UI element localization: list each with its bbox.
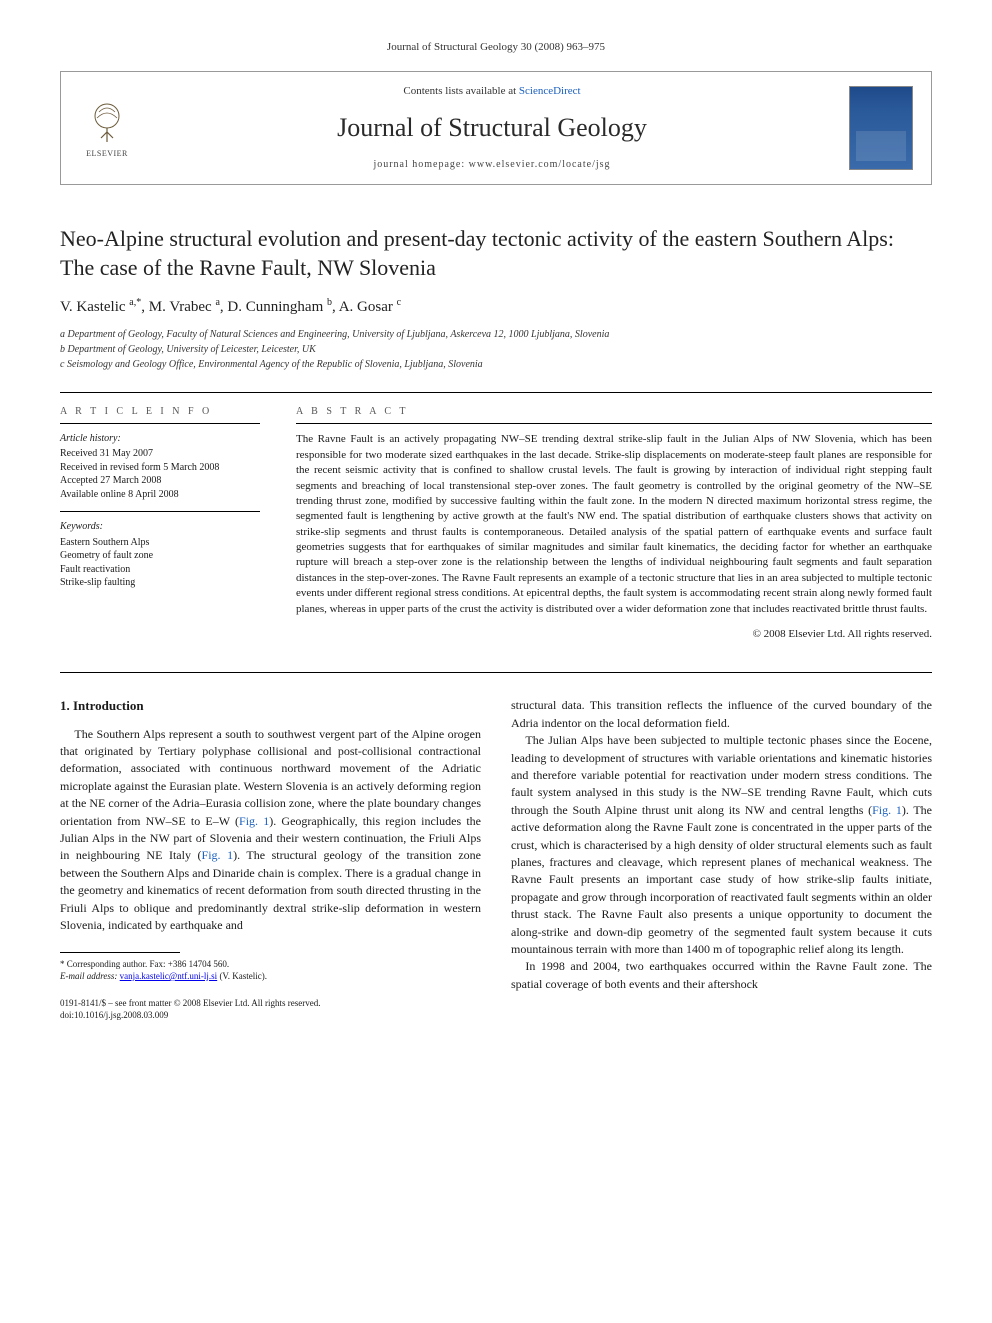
footnotes: * Corresponding author. Fax: +386 14704 … [60,959,481,982]
affiliation-a: a Department of Geology, Faculty of Natu… [60,328,932,342]
contents-line: Contents lists available at ScienceDirec… [153,84,831,99]
article-info-column: A R T I C L E I N F O Article history: R… [60,405,260,642]
keyword-1: Eastern Southern Alps [60,536,260,550]
rule-top [60,392,932,393]
body-col-left: 1. Introduction The Southern Alps repres… [60,697,481,1021]
authors-line: V. Kastelic a,*, M. Vrabec a, D. Cunning… [60,296,932,318]
body-right-p2: The Julian Alps have been subjected to m… [511,732,932,958]
keyword-4: Strike-slip faulting [60,576,260,590]
affiliation-b: b Department of Geology, University of L… [60,343,932,357]
body-left-text: The Southern Alps represent a south to s… [60,726,481,935]
rule-bottom [60,672,932,673]
body-right-text: structural data. This transition reflect… [511,697,932,993]
article-info-heading: A R T I C L E I N F O [60,405,260,419]
corresponding-author: * Corresponding author. Fax: +386 14704 … [60,959,481,971]
affiliations: a Department of Geology, Faculty of Natu… [60,328,932,372]
copyright-line: © 2008 Elsevier Ltd. All rights reserved… [296,627,932,642]
journal-cover-thumbnail [849,86,913,170]
sciencedirect-link[interactable]: ScienceDirect [519,85,581,97]
footer-issn: 0191-8141/$ – see front matter © 2008 El… [60,997,321,1010]
email-suffix: (V. Kastelic). [217,971,267,981]
affiliation-c: c Seismology and Geology Office, Environ… [60,358,932,372]
body-col-right: structural data. This transition reflect… [511,697,932,1021]
body-right-p1: structural data. This transition reflect… [511,697,932,732]
footer-doi: doi:10.1016/j.jsg.2008.03.009 [60,1009,321,1022]
info-rule-2 [60,511,260,512]
journal-name: Journal of Structural Geology [153,110,831,146]
email-label: E-mail address: [60,971,120,981]
email-line: E-mail address: vanja.kastelic@ntf.uni-l… [60,971,481,983]
abstract-column: A B S T R A C T The Ravne Fault is an ac… [296,405,932,642]
history-label: Article history: [60,432,260,446]
history-revised: Received in revised form 5 March 2008 [60,461,260,475]
abstract-heading: A B S T R A C T [296,405,932,419]
keyword-3: Fault reactivation [60,563,260,577]
journal-citation: Journal of Structural Geology 30 (2008) … [60,40,932,55]
elsevier-label: ELSEVIER [86,148,128,159]
history-received: Received 31 May 2007 [60,447,260,461]
article-title: Neo-Alpine structural evolution and pres… [60,225,932,282]
header-center: Contents lists available at ScienceDirec… [153,84,831,172]
homepage-prefix: journal homepage: [373,159,468,170]
contents-prefix: Contents lists available at [403,85,518,97]
body-left-p1: The Southern Alps represent a south to s… [60,726,481,935]
homepage-url: www.elsevier.com/locate/jsg [469,159,611,170]
journal-header-box: ELSEVIER Contents lists available at Sci… [60,71,932,185]
body-columns: 1. Introduction The Southern Alps repres… [60,697,932,1021]
info-rule [60,423,260,424]
abstract-text: The Ravne Fault is an actively propagati… [296,432,932,617]
keyword-2: Geometry of fault zone [60,549,260,563]
email-link[interactable]: vanja.kastelic@ntf.uni-lj.si [120,971,218,981]
elsevier-tree-icon [83,98,131,146]
footer-left: 0191-8141/$ – see front matter © 2008 El… [60,997,321,1022]
homepage-line: journal homepage: www.elsevier.com/locat… [153,158,831,172]
body-right-p3: In 1998 and 2004, two earthquakes occurr… [511,958,932,993]
info-abstract-row: A R T I C L E I N F O Article history: R… [60,405,932,642]
footnote-rule [60,952,180,953]
footer-row: 0191-8141/$ – see front matter © 2008 El… [60,997,481,1022]
section-1-heading: 1. Introduction [60,697,481,715]
abstract-rule [296,423,932,424]
history-accepted: Accepted 27 March 2008 [60,474,260,488]
history-online: Available online 8 April 2008 [60,488,260,502]
elsevier-logo: ELSEVIER [79,98,135,159]
keywords-label: Keywords: [60,520,260,534]
